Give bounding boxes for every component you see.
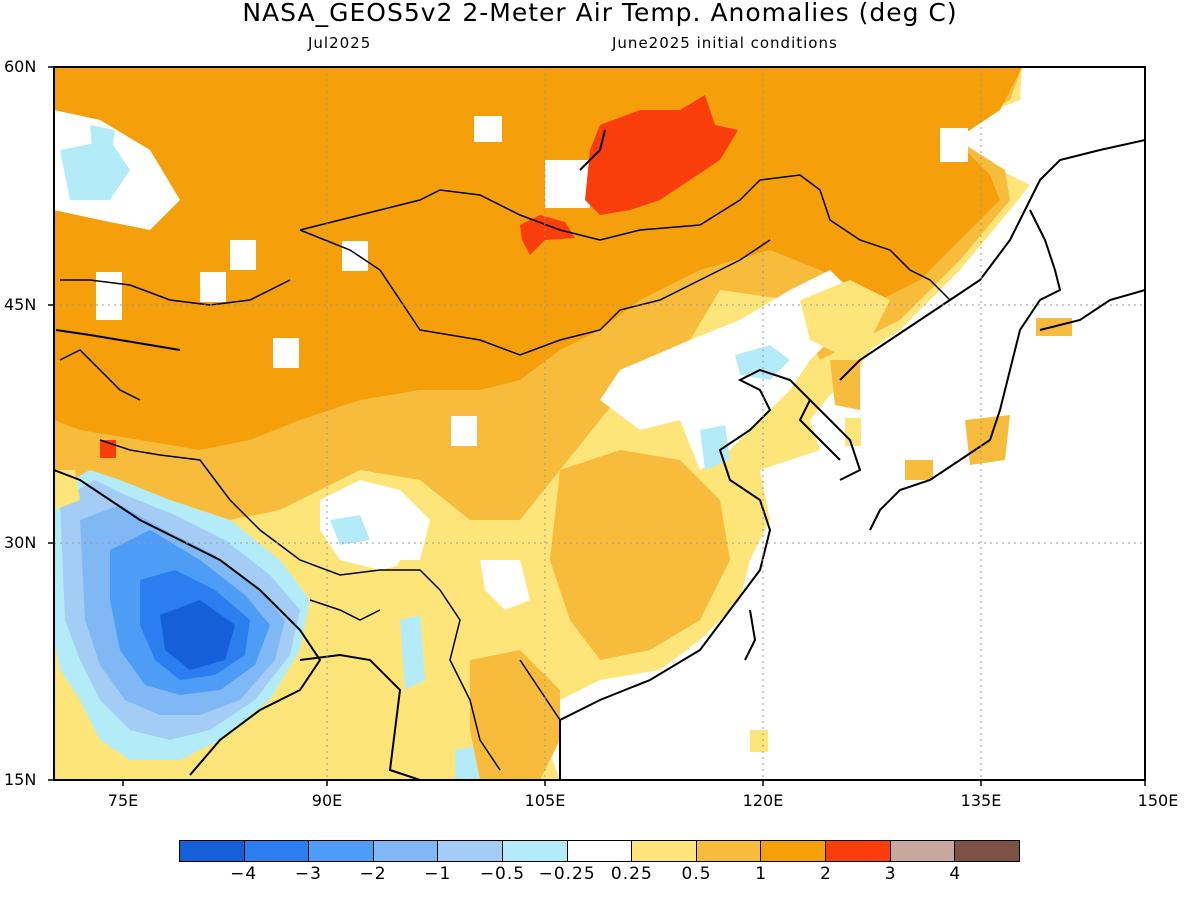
colorbar-tick-label: 1	[755, 864, 768, 884]
colorbar-tick-label: −4	[230, 864, 258, 884]
lon-label-75e: 75E	[107, 791, 139, 810]
colorbar-tick-label: 4	[949, 864, 962, 884]
colorbar-cell	[826, 841, 891, 861]
lon-label-150e: 150E	[1137, 791, 1179, 810]
colorbar-cell	[890, 841, 956, 861]
colorbar-cell	[632, 841, 697, 861]
colorbar-tick-label: 0.5	[681, 864, 712, 884]
lon-label-120e: 120E	[742, 791, 784, 810]
colorbar-tick-label: −0.5	[479, 864, 526, 884]
colorbar-tick-label: −3	[294, 864, 322, 884]
map-title: NASA_GEOS5v2 2-Meter Air Temp. Anomalies…	[242, 0, 958, 27]
lat-label-60n: 60N	[4, 57, 37, 76]
anomaly-field	[54, 67, 1145, 780]
colorbar	[179, 840, 1020, 862]
colorbar-tick-label: 3	[884, 864, 897, 884]
colorbar-cell	[309, 841, 374, 861]
forecast-month: Jul2025	[308, 34, 372, 52]
colorbar-tick-label: 2	[820, 864, 832, 884]
colorbar-cell	[180, 841, 245, 861]
country-borders	[59, 174, 951, 771]
lat-label-45n: 45N	[4, 295, 37, 314]
gridlines	[54, 67, 1145, 780]
lat-label-30n: 30N	[4, 533, 37, 552]
map-frame	[53, 66, 1146, 781]
lon-label-105e: 105E	[524, 791, 566, 810]
colorbar-cell	[373, 841, 439, 861]
colorbar-cell	[955, 841, 1019, 861]
colorbar-cell	[244, 841, 310, 861]
region-dark-blue-india	[160, 600, 235, 670]
colorbar-cell	[438, 841, 504, 861]
colorbar-tick-label: −0.25	[538, 864, 596, 884]
region-white-northeast	[600, 270, 860, 470]
colorbar-cell	[761, 841, 827, 861]
colorbar-cell	[696, 841, 762, 861]
region-white-tibet	[320, 480, 430, 570]
region-light-blue-west	[60, 140, 130, 200]
lon-label-90e: 90E	[311, 791, 343, 810]
lat-label-15n: 15N	[4, 770, 37, 789]
colorbar-tick-label: −2	[359, 864, 387, 884]
initial-conditions: June2025 initial conditions	[612, 34, 838, 52]
colorbar-cell	[503, 841, 568, 861]
coastlines	[54, 129, 1145, 780]
region-orange-se	[550, 450, 730, 660]
axis-ticks	[48, 66, 1146, 786]
colorbar-cell	[567, 841, 633, 861]
colorbar-tick-label: 0.25	[610, 864, 653, 884]
region-red-hotspot	[585, 95, 738, 215]
lon-label-135e: 135E	[960, 791, 1002, 810]
colorbar-tick-label: −1	[424, 864, 452, 884]
